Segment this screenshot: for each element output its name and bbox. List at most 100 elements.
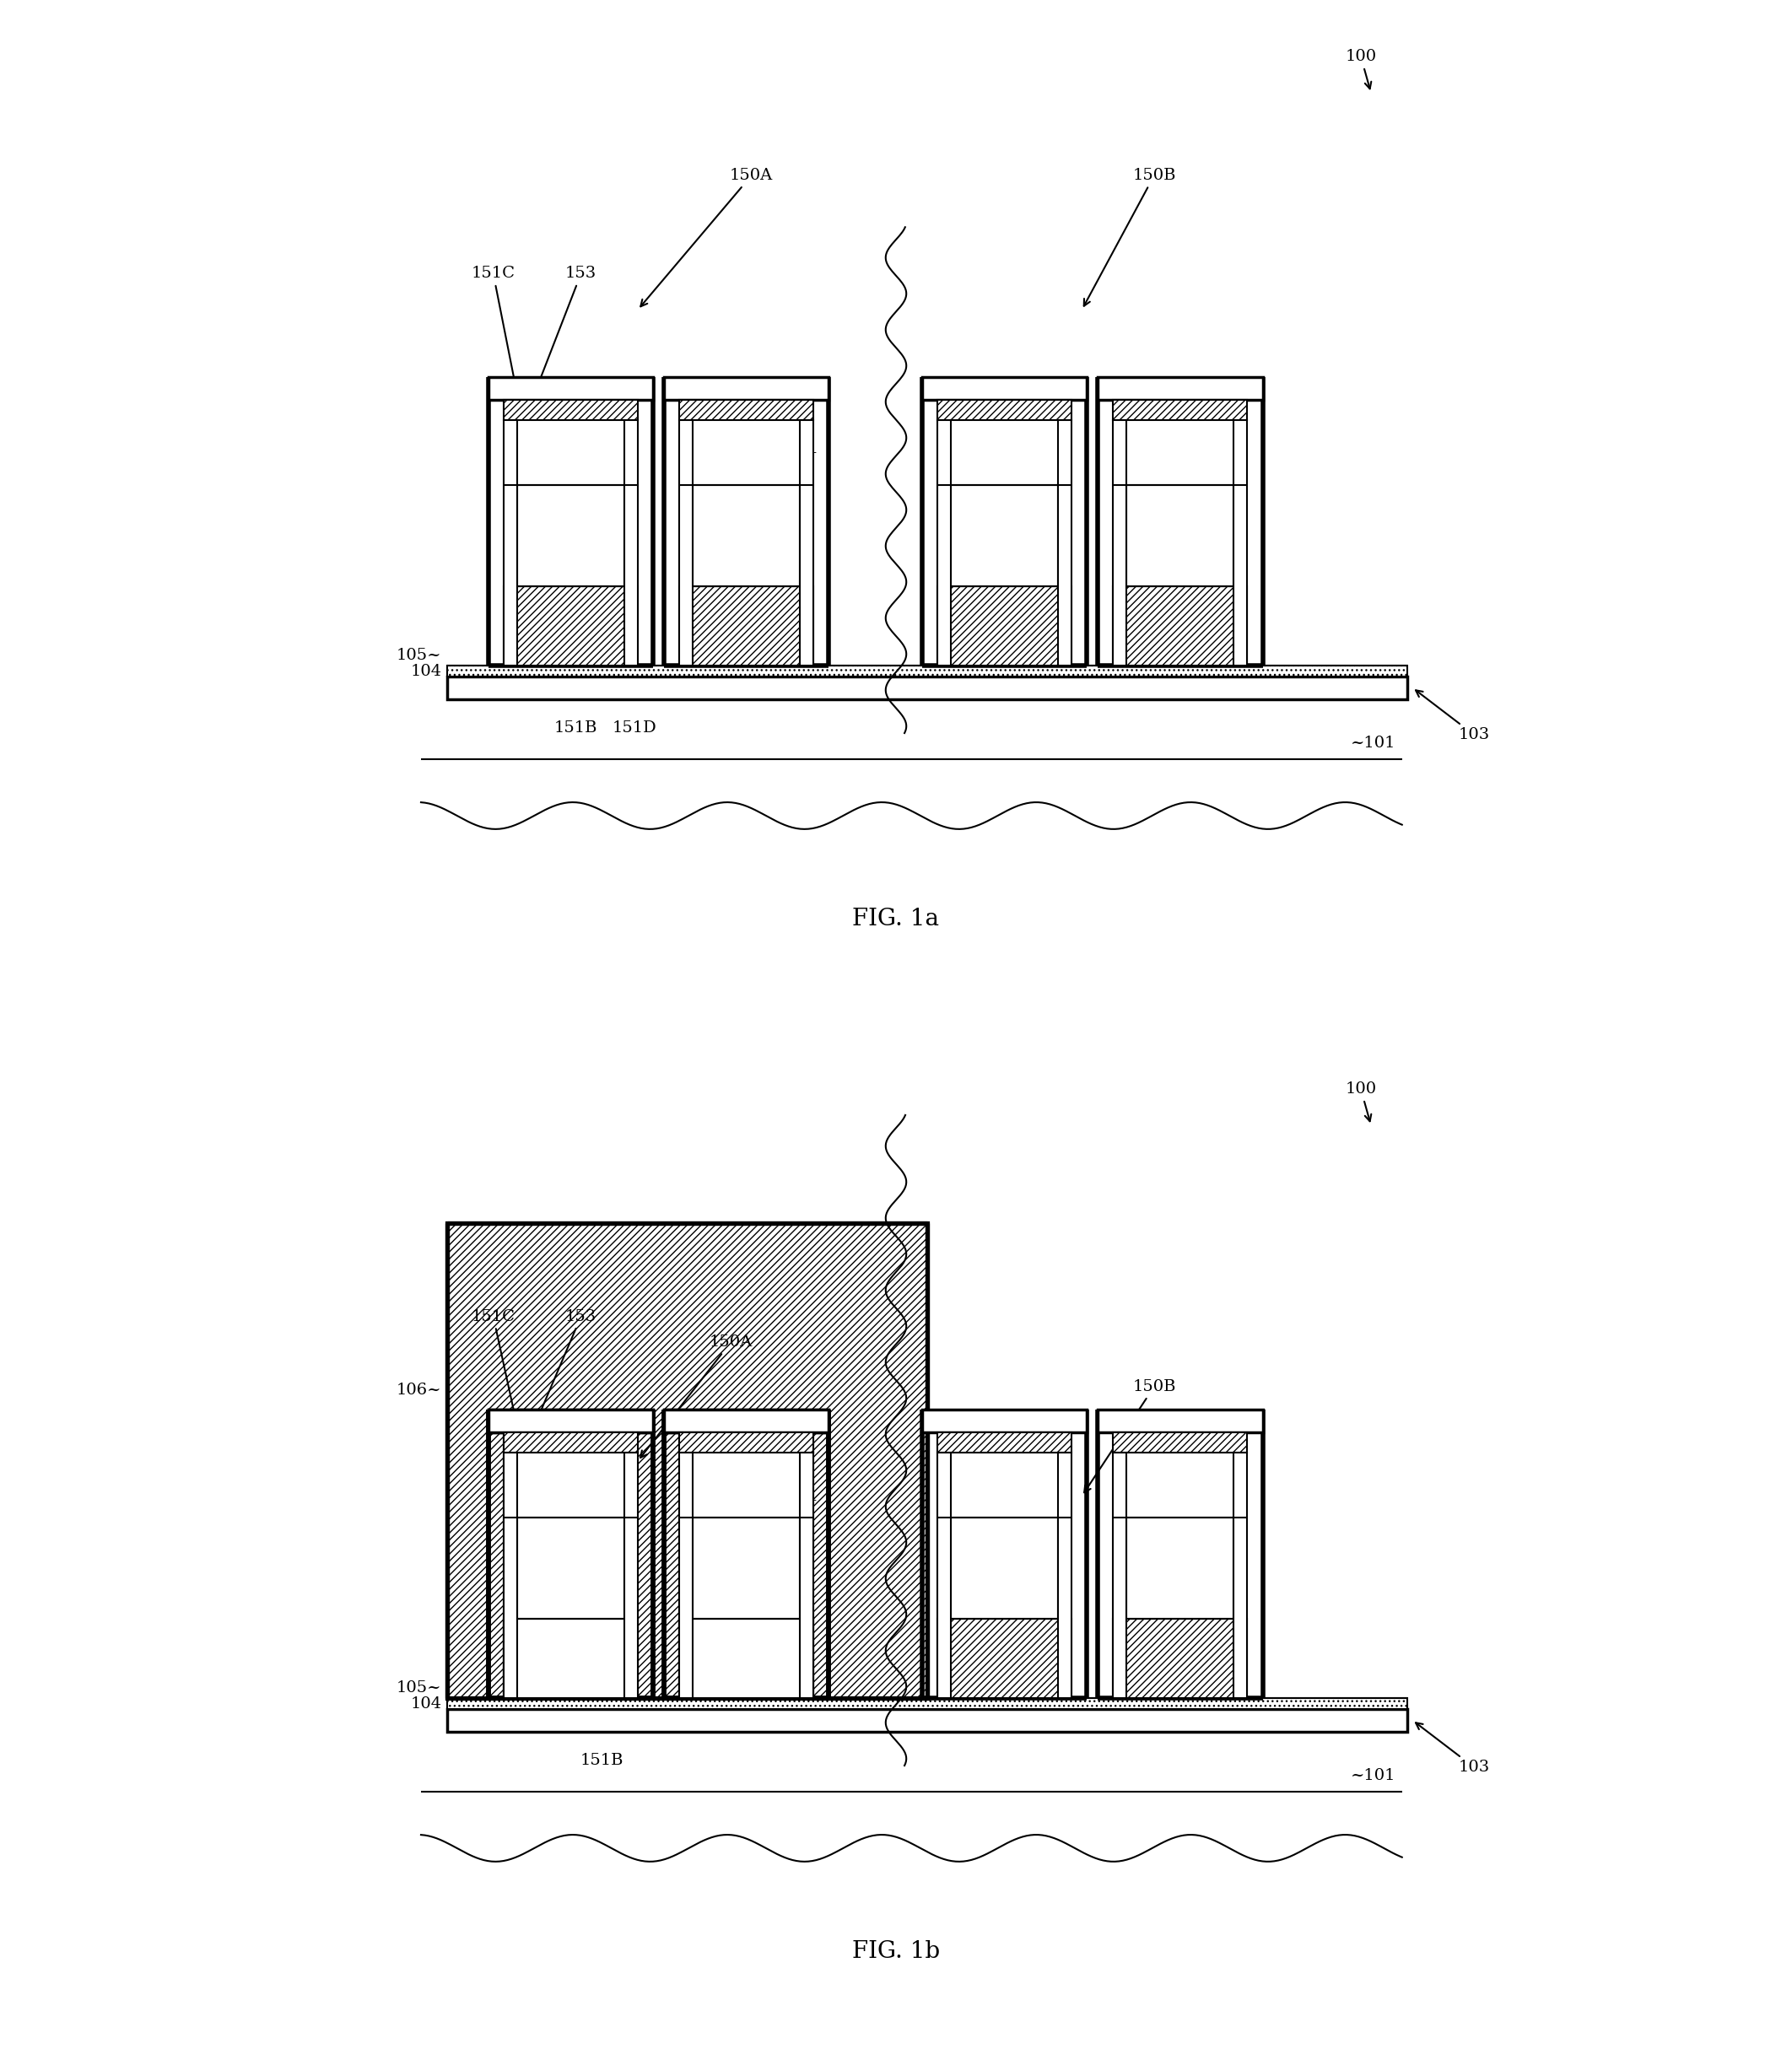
Text: 106~: 106~: [396, 1381, 441, 1398]
Bar: [518, 1518, 624, 1619]
Text: 103: 103: [1416, 690, 1491, 743]
Bar: [679, 1433, 814, 1697]
Bar: [1097, 1408, 1263, 1433]
Bar: [952, 485, 1057, 586]
Bar: [1113, 1433, 1247, 1454]
Bar: [679, 1433, 814, 1697]
Text: 151: 151: [685, 1489, 819, 1538]
Bar: [504, 1619, 638, 1697]
Bar: [487, 378, 654, 401]
Text: FIG. 1a: FIG. 1a: [853, 907, 939, 931]
Bar: [1233, 421, 1247, 665]
Text: 151C: 151C: [471, 266, 516, 386]
Bar: [679, 401, 814, 665]
Text: 153: 153: [538, 1309, 597, 1419]
Text: 151C: 151C: [471, 1309, 516, 1419]
Text: 151A: 151A: [545, 537, 586, 551]
Text: 103: 103: [1416, 1722, 1491, 1776]
Bar: [692, 1518, 799, 1619]
Bar: [504, 1454, 518, 1697]
Bar: [937, 421, 952, 665]
Bar: [504, 1433, 638, 1454]
Bar: [937, 401, 1072, 421]
Bar: [692, 485, 799, 586]
Text: 104: 104: [410, 663, 441, 679]
Bar: [692, 1518, 799, 1619]
Bar: [921, 378, 1088, 401]
Bar: [518, 485, 624, 586]
Bar: [679, 1619, 814, 1697]
Bar: [679, 401, 814, 421]
Text: 105~: 105~: [396, 648, 441, 663]
Bar: [1113, 1454, 1127, 1697]
Text: 100: 100: [1346, 1082, 1376, 1121]
Bar: [446, 1222, 926, 1697]
Bar: [504, 401, 638, 665]
Bar: [504, 1454, 518, 1697]
Bar: [504, 1433, 638, 1697]
Bar: [937, 401, 1072, 665]
Text: 100: 100: [1346, 50, 1376, 89]
Bar: [1113, 421, 1127, 665]
Bar: [937, 1454, 952, 1697]
Text: 151: 151: [685, 442, 819, 491]
Bar: [1057, 421, 1072, 665]
Bar: [679, 1433, 814, 1454]
Bar: [1113, 586, 1247, 665]
Bar: [663, 1408, 830, 1433]
Bar: [679, 586, 814, 665]
Text: 153: 153: [538, 266, 597, 386]
Bar: [504, 401, 638, 421]
Bar: [679, 1454, 692, 1697]
Bar: [921, 1408, 1088, 1433]
Text: 151B: 151B: [554, 721, 597, 735]
Text: 151D: 151D: [613, 721, 658, 735]
Bar: [624, 421, 638, 665]
Text: 151B: 151B: [581, 1753, 624, 1768]
Bar: [1233, 1454, 1247, 1697]
Bar: [446, 1697, 1407, 1710]
Bar: [504, 1619, 638, 1697]
Bar: [1127, 1518, 1233, 1619]
Bar: [679, 1454, 692, 1697]
Bar: [799, 1454, 814, 1697]
Bar: [624, 1454, 638, 1697]
Bar: [487, 1408, 654, 1433]
Bar: [679, 421, 692, 665]
Bar: [1113, 1619, 1247, 1697]
Bar: [952, 1518, 1057, 1619]
Bar: [504, 1433, 638, 1697]
Bar: [937, 586, 1072, 665]
Bar: [487, 1408, 654, 1433]
Text: 104: 104: [410, 1695, 441, 1712]
Bar: [518, 1518, 624, 1619]
Bar: [1097, 378, 1263, 401]
Bar: [799, 421, 814, 665]
Text: ~101: ~101: [1351, 1768, 1396, 1784]
Bar: [1127, 485, 1233, 586]
Bar: [937, 1433, 1072, 1454]
Bar: [937, 1433, 1072, 1697]
Bar: [504, 586, 638, 665]
Bar: [446, 677, 1407, 698]
Bar: [446, 1710, 1407, 1730]
Bar: [679, 1433, 814, 1454]
Text: 150A: 150A: [640, 1334, 753, 1458]
Bar: [446, 665, 1407, 677]
Text: 150B: 150B: [1084, 167, 1176, 306]
Text: 150A: 150A: [640, 167, 772, 306]
Bar: [663, 378, 830, 401]
Bar: [504, 1433, 638, 1454]
Text: 105~: 105~: [396, 1681, 441, 1695]
Text: FIG. 1b: FIG. 1b: [851, 1939, 941, 1964]
Bar: [624, 1454, 638, 1697]
Text: ~101: ~101: [1351, 735, 1396, 752]
Bar: [663, 1408, 830, 1433]
Bar: [1113, 401, 1247, 665]
Text: 150B: 150B: [1084, 1379, 1176, 1493]
Text: 151A: 151A: [545, 1569, 586, 1584]
Bar: [1113, 401, 1247, 421]
Bar: [1113, 1433, 1247, 1697]
Bar: [679, 1619, 814, 1697]
Bar: [799, 1454, 814, 1697]
